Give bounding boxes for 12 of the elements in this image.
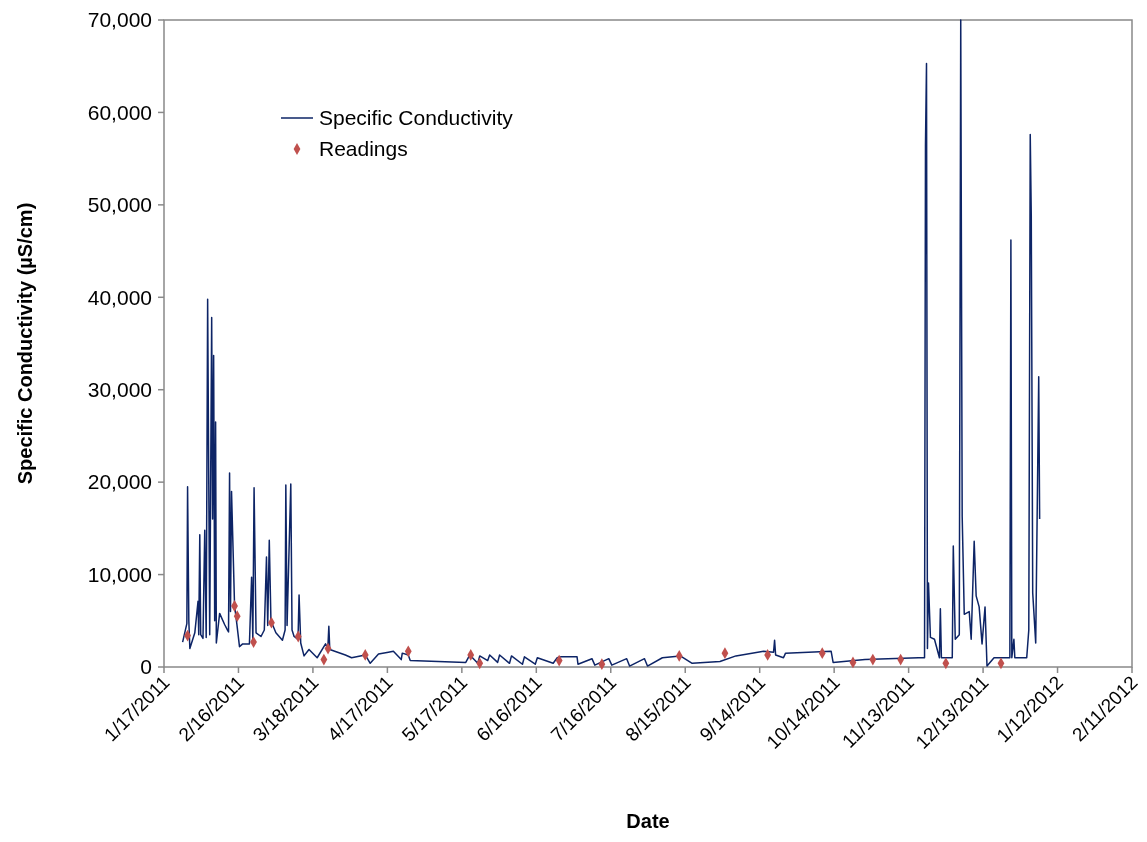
y-axis-title: Specific Conductivity (µS/cm) <box>14 202 36 485</box>
legend-label: Specific Conductivity <box>319 106 514 130</box>
x-axis-title: Date <box>626 810 670 832</box>
y-tick-label: 30,000 <box>87 378 152 402</box>
y-tick-label: 50,000 <box>87 193 152 217</box>
y-tick-label: 0 <box>140 655 152 679</box>
y-tick-label: 10,000 <box>87 562 152 586</box>
y-tick-label: 20,000 <box>87 470 152 494</box>
y-tick-label: 40,000 <box>87 285 152 309</box>
y-tick-label: 70,000 <box>87 8 152 32</box>
legend-label: Readings <box>319 137 408 161</box>
y-tick-label: 60,000 <box>87 100 152 124</box>
